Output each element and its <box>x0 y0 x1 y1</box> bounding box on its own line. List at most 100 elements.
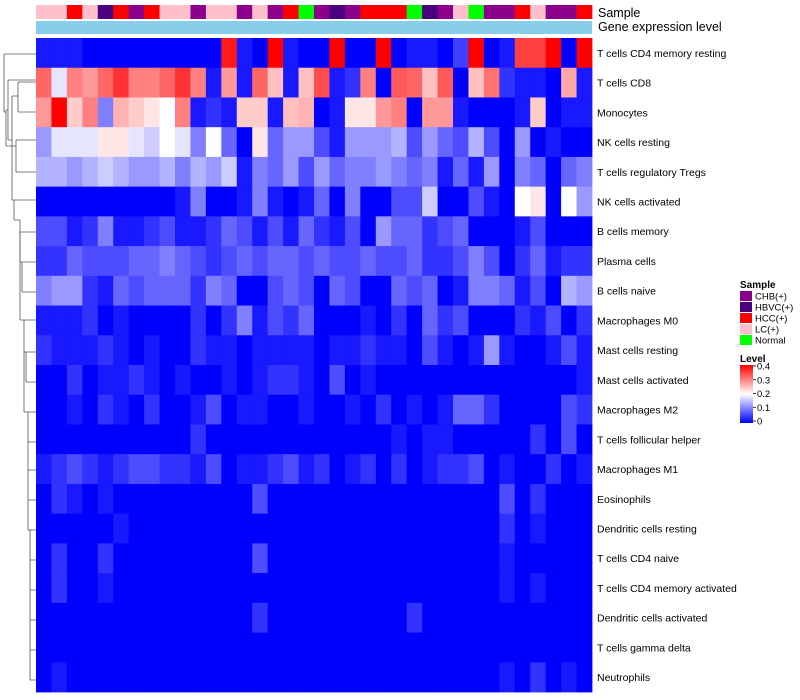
heatmap-cell <box>144 305 160 336</box>
heatmap-cell <box>530 394 547 425</box>
heatmap-cell <box>329 97 346 128</box>
heatmap-cell <box>236 335 253 366</box>
heatmap-cell <box>51 394 68 425</box>
heatmap-cell <box>329 246 346 277</box>
heatmap-cell <box>437 543 454 574</box>
heatmap-cell <box>82 38 99 69</box>
heatmap-cell <box>51 156 68 188</box>
heatmap-cell <box>236 602 253 633</box>
heatmap-cell <box>406 454 423 485</box>
level-colorbar <box>740 365 753 423</box>
heatmap-cell <box>375 67 392 98</box>
heatmap-cell <box>499 156 516 188</box>
heatmap-cell <box>221 186 238 217</box>
heatmap-cell <box>190 454 207 485</box>
heatmap-cell <box>298 335 315 366</box>
heatmap-cell <box>221 127 238 158</box>
heatmap-cell <box>545 365 562 396</box>
heatmap-cell <box>453 424 469 455</box>
heatmap-cell <box>360 365 377 396</box>
heatmap-cell <box>144 424 160 455</box>
heatmap-cell <box>159 454 176 485</box>
heatmap-cell <box>360 216 377 247</box>
heatmap-cell <box>530 38 547 69</box>
heatmap-cell <box>51 275 68 306</box>
sample-legend-label: LC(+) <box>755 325 779 336</box>
sample-annotation-cell <box>437 5 454 19</box>
heatmap-cell <box>97 275 114 306</box>
level-tick-label: 0.3 <box>757 375 770 386</box>
heatmap-cell <box>468 662 485 693</box>
sample-legend-swatch <box>740 291 752 301</box>
sample-annotation-cell <box>329 5 346 19</box>
heatmap-cell <box>483 543 500 574</box>
heatmap-cell <box>236 454 253 485</box>
heatmap-cell <box>483 305 500 336</box>
heatmap-cell <box>514 186 531 217</box>
heatmap-cell <box>36 156 52 188</box>
row-label: NK cells activated <box>597 197 681 209</box>
heatmap-cell <box>314 394 330 425</box>
heatmap-cell <box>36 454 52 485</box>
heatmap-cell <box>406 573 423 604</box>
heatmap-cell <box>97 424 114 455</box>
heatmap-cell <box>360 186 377 217</box>
heatmap-cell <box>360 335 377 366</box>
heatmap-cell <box>66 662 83 693</box>
heatmap-cell <box>82 335 99 366</box>
level-tick-label: 0 <box>757 417 762 428</box>
sample-legend-label: Normal <box>755 336 786 347</box>
heatmap-cell <box>437 246 454 277</box>
heatmap-cell <box>97 513 114 544</box>
heatmap-cell <box>483 335 500 366</box>
heatmap-cell <box>360 246 377 277</box>
heatmap-cell <box>267 632 284 663</box>
heatmap-cell <box>144 275 160 306</box>
heatmap-cell <box>66 127 83 158</box>
heatmap-cell <box>283 216 299 247</box>
heatmap-cell <box>252 454 269 485</box>
heatmap-cell <box>36 246 52 277</box>
heatmap-cell <box>144 335 160 366</box>
sample-legend: Sample CHB(+)HBVC(+)HCC(+)LC(+)Normal <box>740 280 793 347</box>
heatmap-cell <box>468 216 485 247</box>
heatmap-cell <box>561 186 577 217</box>
row-dendrogram <box>3 53 36 681</box>
heatmap-cell <box>113 573 130 604</box>
heatmap-cell <box>82 216 99 247</box>
heatmap-cell <box>236 365 253 396</box>
heatmap-cell <box>252 573 269 604</box>
heatmap-cell <box>113 662 130 693</box>
heatmap-cell <box>175 38 191 69</box>
sample-annotation-cell <box>391 5 408 19</box>
heatmap-cell <box>561 275 577 306</box>
heatmap-cell <box>360 602 377 633</box>
heatmap-cell <box>298 483 315 515</box>
heatmap-cell <box>530 602 547 633</box>
heatmap-cell <box>530 662 547 693</box>
heatmap-cell <box>375 513 392 544</box>
heatmap-cell <box>205 335 222 366</box>
heatmap-cell <box>530 246 547 277</box>
heatmap-cell <box>190 573 207 604</box>
gene-expression-annotation-track <box>36 21 592 34</box>
heatmap-cell <box>514 216 531 247</box>
row-label: Macrophages M1 <box>597 464 678 476</box>
sample-annotation-track <box>36 5 593 19</box>
heatmap-cell <box>283 662 299 693</box>
heatmap-cell <box>298 156 315 188</box>
heatmap-cell <box>561 483 577 515</box>
heatmap-cell <box>530 483 547 515</box>
heatmap-cell <box>97 662 114 693</box>
heatmap-cell <box>128 97 145 128</box>
heatmap-cell <box>437 513 454 544</box>
heatmap-cell <box>483 394 500 425</box>
heatmap-cell <box>314 97 330 128</box>
heatmap-cell <box>344 186 361 217</box>
sample-legend-swatch <box>740 302 752 312</box>
heatmap-cell <box>314 216 330 247</box>
heatmap-cell <box>375 602 392 633</box>
heatmap-cell <box>422 394 438 425</box>
heatmap-cell <box>406 424 423 455</box>
heatmap-cell <box>514 305 531 336</box>
